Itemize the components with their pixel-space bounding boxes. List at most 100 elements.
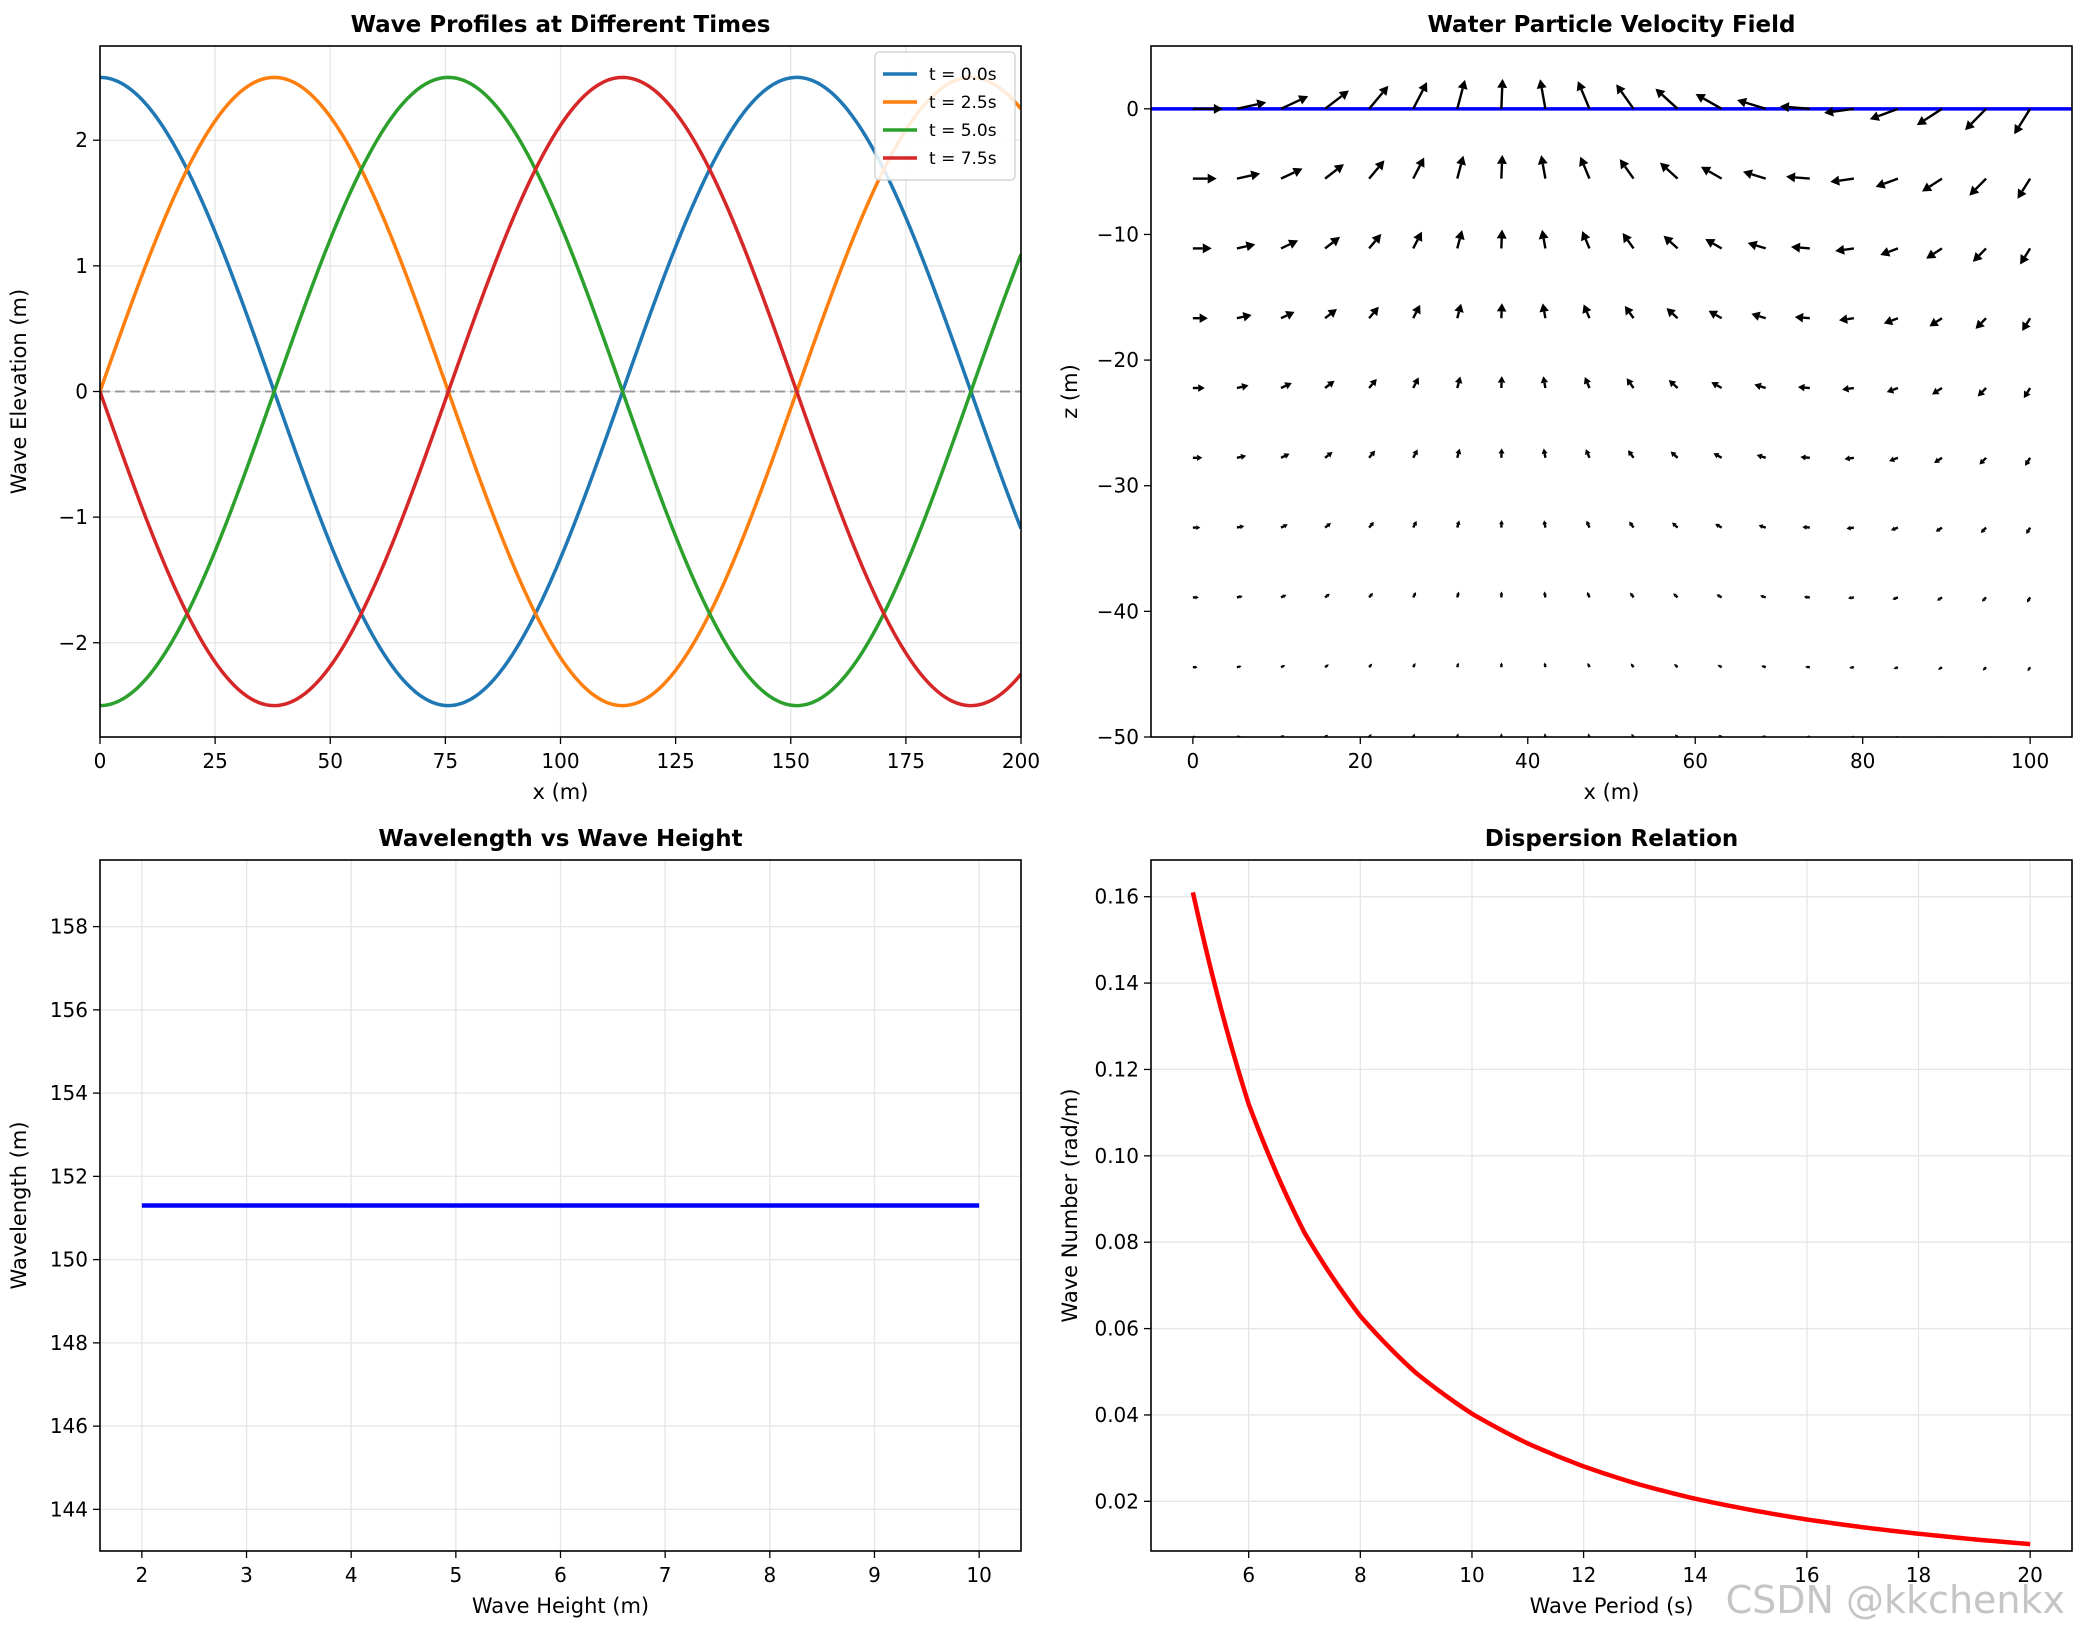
- arrow-head: [1239, 524, 1245, 530]
- arrow-head: [1756, 453, 1763, 460]
- arrow-head: [1674, 664, 1678, 667]
- arrow-head: [1499, 591, 1504, 595]
- arrow-head: [1496, 229, 1507, 239]
- arrow-shaft: [1763, 665, 1767, 669]
- arrow-shaft: [1669, 240, 1679, 250]
- y-tick-label: 0.06: [1094, 1317, 1139, 1341]
- arrow-head: [1585, 520, 1591, 526]
- arrow-shaft: [1236, 174, 1252, 180]
- velocity-arrow: [1668, 379, 1679, 389]
- legend-box: [874, 51, 1016, 181]
- arrow-shaft: [1456, 453, 1460, 459]
- arrow-shaft: [1280, 98, 1301, 110]
- x-axis-label: Wave Height (m): [472, 1594, 649, 1618]
- arrow-head: [1938, 667, 1942, 670]
- arrow-head: [1282, 664, 1286, 668]
- arrow-shaft: [1895, 666, 1899, 670]
- velocity-arrow: [1236, 665, 1242, 669]
- arrow-head: [1374, 160, 1385, 171]
- velocity-arrow: [1368, 233, 1382, 250]
- y-tick-label: −50: [1097, 725, 1139, 749]
- velocity-arrow: [1280, 95, 1309, 110]
- arrow-head: [1830, 175, 1840, 186]
- velocity-arrow: [1716, 594, 1723, 599]
- arrow-head: [1716, 594, 1721, 598]
- x-tick-label: 60: [1683, 749, 1708, 773]
- arrow-shaft: [1586, 453, 1591, 459]
- arrow-head: [1415, 157, 1425, 168]
- arrow-head: [1543, 662, 1547, 666]
- x-tick-label: 20: [2017, 1563, 2042, 1587]
- arrow-head: [1761, 665, 1765, 669]
- arrow-shaft: [1368, 166, 1380, 180]
- arrow-shaft: [1629, 382, 1635, 389]
- arrow-head: [1717, 664, 1721, 668]
- x-axis-label: x (m): [533, 780, 589, 804]
- velocity-arrow: [1700, 166, 1723, 180]
- velocity-arrow: [1368, 85, 1389, 110]
- arrow-shaft: [1892, 386, 1899, 392]
- arrow-shaft: [1412, 594, 1416, 598]
- arrow-head: [1779, 102, 1790, 113]
- arrow-head: [1326, 452, 1333, 458]
- arrow-head: [2023, 390, 2031, 399]
- arrow-shaft: [1368, 240, 1377, 250]
- arrow-head: [1934, 457, 1941, 463]
- arrow-shaft: [1236, 525, 1241, 529]
- x-tick-label: 175: [887, 749, 925, 773]
- x-tick-label: 12: [1571, 1563, 1596, 1587]
- arrow-shaft: [1708, 170, 1723, 180]
- y-tick-label: −1: [59, 505, 88, 529]
- arrow-shaft: [1938, 526, 1943, 531]
- arrow-head: [1842, 384, 1850, 393]
- x-tick-label: 125: [657, 749, 695, 773]
- series-line: [100, 75, 1021, 708]
- velocity-arrow: [1499, 520, 1504, 528]
- arrow-head: [1543, 591, 1547, 596]
- arrow-head: [1977, 389, 1986, 397]
- velocity-arrow: [1583, 377, 1591, 389]
- arrow-shaft: [1587, 664, 1591, 668]
- x-tick-label: 40: [1515, 749, 1540, 773]
- velocity-arrow: [1802, 524, 1810, 530]
- x-tick-label: 8: [1354, 1563, 1367, 1587]
- velocity-arrow: [1630, 663, 1635, 668]
- arrow-head: [1893, 666, 1897, 670]
- arrow-shaft: [1983, 596, 1987, 601]
- arrow-shaft: [1324, 95, 1343, 110]
- arrow-head: [1536, 79, 1547, 90]
- arrow-shaft: [1541, 163, 1547, 179]
- arrow-shaft: [1895, 596, 1899, 600]
- arrow-shaft: [1848, 386, 1855, 390]
- arrow-head: [1496, 154, 1507, 165]
- arrow-head: [1742, 169, 1754, 180]
- velocity-arrow: [1192, 525, 1201, 531]
- velocity-arrow: [1236, 312, 1252, 322]
- arrow-shaft: [1584, 238, 1591, 249]
- arrow-head: [1325, 664, 1329, 668]
- plot-area: [100, 75, 1021, 708]
- arrow-shaft: [1760, 385, 1767, 390]
- arrow-head: [1979, 458, 1986, 465]
- arrow-shaft: [1412, 311, 1418, 319]
- velocity-arrow: [1536, 79, 1547, 110]
- arrow-shaft: [1981, 387, 1987, 393]
- y-tick-label: 0.12: [1094, 1057, 1139, 1081]
- arrow-head: [1369, 592, 1373, 597]
- velocity-arrow: [1797, 383, 1810, 392]
- velocity-arrow: [1695, 93, 1723, 110]
- velocity-arrow: [1737, 97, 1767, 110]
- arrow-head: [1412, 449, 1418, 456]
- velocity-arrow: [1800, 454, 1810, 461]
- arrow-head: [1666, 308, 1676, 318]
- velocity-arrow: [1666, 308, 1679, 320]
- velocity-arrow: [1842, 384, 1855, 393]
- arrow-head: [1849, 665, 1852, 669]
- arrow-head: [2022, 321, 2031, 331]
- y-axis-label: Wave Number (rad/m): [1058, 1088, 1082, 1322]
- series-line: [100, 75, 1021, 708]
- x-tick-label: 3: [240, 1563, 253, 1587]
- velocity-arrow: [1779, 102, 1810, 113]
- velocity-arrow: [1542, 520, 1548, 528]
